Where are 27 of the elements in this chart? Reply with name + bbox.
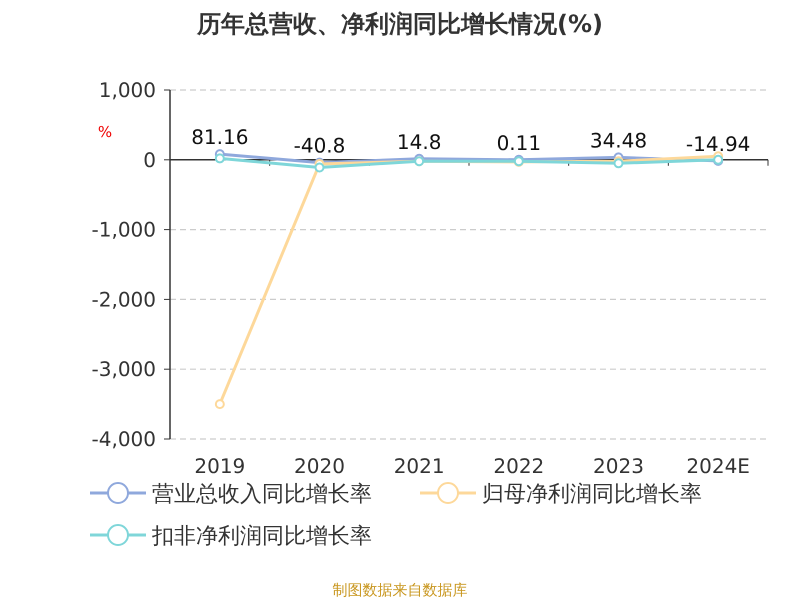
data-label: -40.8 <box>294 134 346 158</box>
x-tick-label: 2024E <box>686 454 750 478</box>
data-label: 34.48 <box>590 128 648 152</box>
legend-label: 归母净利润同比增长率 <box>482 482 702 507</box>
x-tick-label: 2019 <box>194 454 246 478</box>
point <box>214 153 225 164</box>
y-tick-label: -3,000 <box>92 357 156 382</box>
legend-label: 扣非净利润同比增长率 <box>151 524 372 549</box>
y-tick-label: 1,000 <box>98 78 156 102</box>
data-label: 14.8 <box>396 130 442 154</box>
y-axis-title: % <box>98 123 112 141</box>
point <box>214 399 225 410</box>
x-tick-label: 2020 <box>294 454 345 478</box>
text: 制图数据来自数据库 <box>332 581 468 599</box>
x-tick-label: 2023 <box>593 454 644 478</box>
x-tick-label: 2021 <box>394 454 445 478</box>
point <box>314 162 324 172</box>
x-tick-label: 2022 <box>493 454 544 478</box>
data-label: -14.94 <box>686 132 750 156</box>
y-tick-label: -4,000 <box>92 427 156 451</box>
data-label: 81.16 <box>191 125 248 150</box>
data-label: 0.11 <box>496 130 542 155</box>
y-tick-label: 0 <box>143 148 156 172</box>
legend-label: 营业总收入同比增长率 <box>152 482 372 507</box>
y-tick-label: -1,000 <box>92 218 156 242</box>
chart-title: 历年总营收、净利润同比增长情况(%) <box>196 10 603 38</box>
y-tick-label: -2,000 <box>92 287 156 312</box>
